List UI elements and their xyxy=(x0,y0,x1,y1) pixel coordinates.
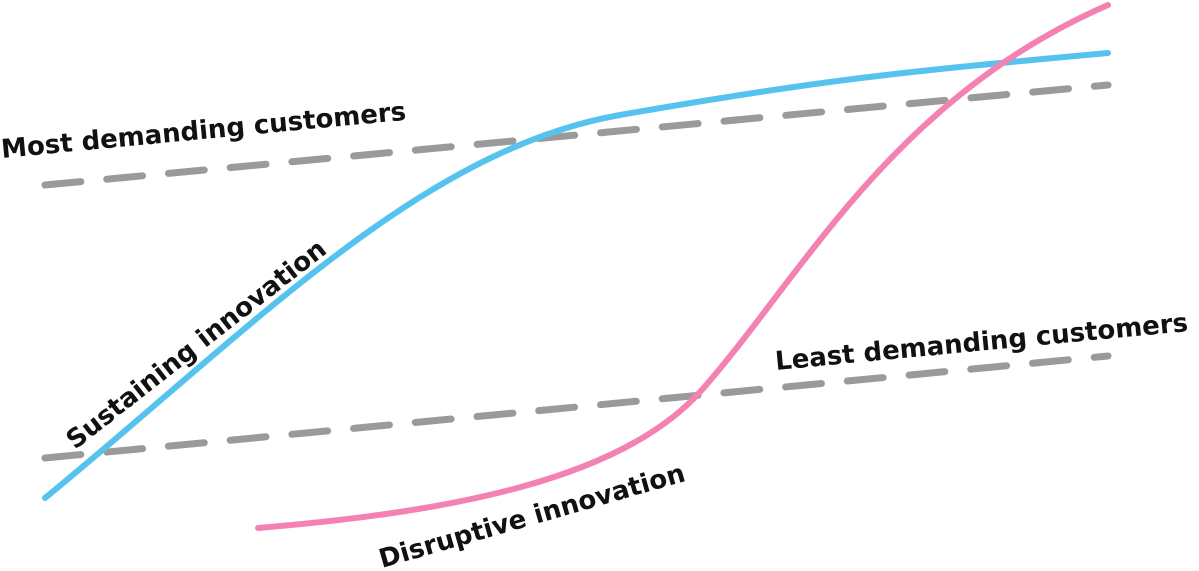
disruptive-curve xyxy=(255,2,1111,531)
sustaining-curve xyxy=(42,50,1111,501)
most-demanding-label: Most demanding customers xyxy=(0,97,407,165)
sustaining-label: Sustaining innovation xyxy=(61,234,333,455)
disruptive-label: Disruptive innovation xyxy=(376,459,689,571)
least-demanding-line xyxy=(41,352,1112,462)
most-demanding-line xyxy=(41,81,1112,189)
